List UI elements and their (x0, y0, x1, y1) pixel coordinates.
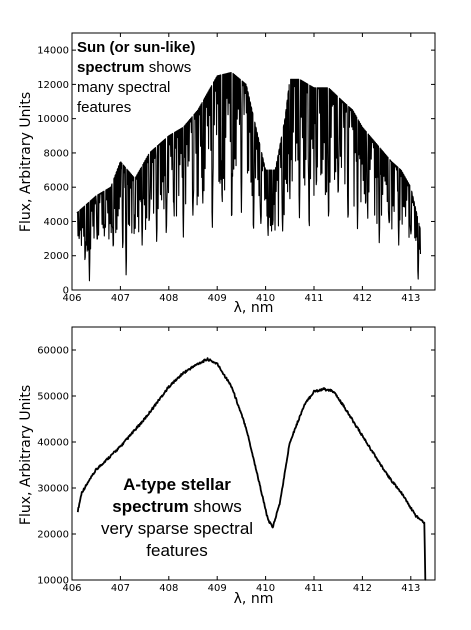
annotation-line: features (77, 99, 131, 116)
annotation-bold-span: A-type stellar (123, 475, 231, 494)
annotation-span: very sparse spectral (101, 519, 253, 538)
annotation-line: Sun (or sun-like) (77, 39, 195, 56)
x-tick-label: 408 (159, 293, 178, 304)
annotation-span: shows (189, 497, 242, 516)
y-tick-label: 10000 (37, 114, 69, 125)
y-axis-label: Flux, Arbitrary Units (18, 92, 34, 232)
x-axis-label: λ, nm (234, 591, 274, 607)
y-axis-label: Flux, Arbitrary Units (18, 385, 34, 525)
annotation-bold-span: spectrum (112, 497, 189, 516)
annotation-span: features (146, 541, 207, 560)
y-tick-label: 20000 (37, 530, 69, 541)
x-tick-label: 412 (353, 293, 372, 304)
annotation-line: spectrum shows (112, 497, 241, 516)
annotation-line: very sparse spectral (101, 519, 253, 538)
annotation-span: shows (145, 59, 192, 76)
x-tick-label: 407 (111, 293, 130, 304)
plot-frame (71, 32, 436, 291)
x-tick-label: 413 (401, 583, 420, 594)
y-tick-label: 10000 (37, 576, 69, 587)
x-tick-label: 413 (401, 293, 420, 304)
x-tick-label: 408 (159, 583, 178, 594)
x-tick-label: 407 (111, 583, 130, 594)
y-tick-label: 0 (63, 286, 69, 297)
x-tick-label: 410 (256, 293, 275, 304)
y-tick-label: 4000 (44, 217, 69, 228)
x-tick-label: 409 (208, 293, 227, 304)
x-tick-label: 410 (256, 583, 275, 594)
y-tick-label: 50000 (37, 392, 69, 403)
x-tick-label: 411 (304, 293, 323, 304)
y-tick-label: 6000 (44, 183, 69, 194)
chart-panel-2: 406 407 408 409 410 411 412 413 10000 20000 30000 4… (18, 326, 436, 607)
x-tick-label: 406 (62, 583, 81, 594)
annotation-line: A-type stellar (123, 475, 231, 494)
chart-panel-1: 406 407 408 409 410 411 412 413 0 2000 4000 6000 800… (18, 32, 436, 316)
spectrum-line (76, 72, 422, 282)
annotation-line: features (146, 541, 207, 560)
y-tick-label: 14000 (37, 46, 69, 57)
y-tick-label: 12000 (37, 80, 69, 91)
spectrum-line (76, 357, 427, 581)
y-tick-label: 30000 (37, 484, 69, 495)
x-tick-label: 409 (208, 583, 227, 594)
annotation-line: spectrum shows (77, 59, 191, 76)
y-tick-label: 2000 (44, 251, 69, 262)
annotation-bold-span: spectrum (77, 59, 145, 76)
y-tick-label: 60000 (37, 346, 69, 357)
y-tick-label: 8000 (44, 148, 69, 159)
annotation-line: many spectral (77, 79, 170, 96)
plot-frame (71, 326, 436, 581)
y-tick-label: 40000 (37, 438, 69, 449)
x-tick-label: 411 (304, 583, 323, 594)
x-tick-label: 412 (353, 583, 372, 594)
x-tick-label: 406 (62, 293, 81, 304)
x-axis-label: λ, nm (234, 300, 274, 316)
